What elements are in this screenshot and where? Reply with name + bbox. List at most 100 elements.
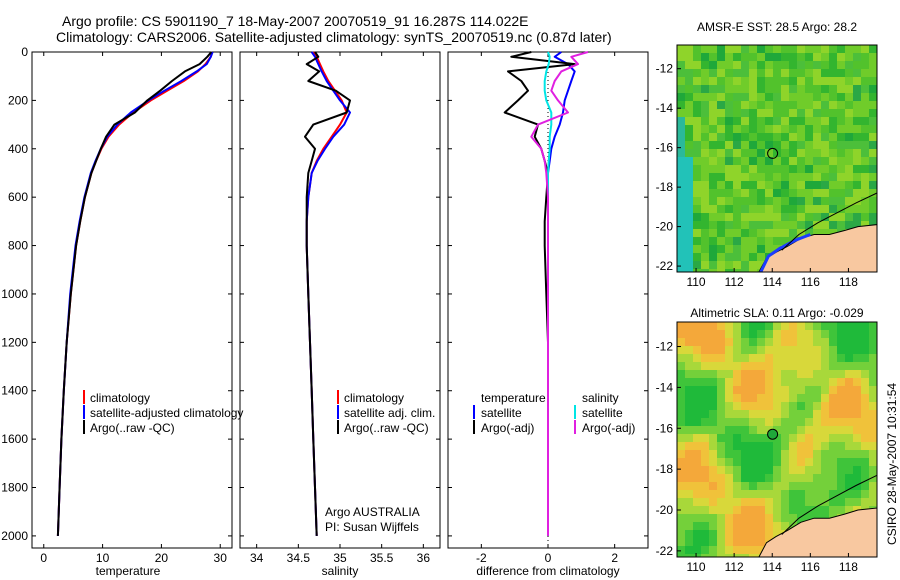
sla_map-cell bbox=[733, 402, 741, 410]
sla_map-cell bbox=[757, 442, 765, 450]
sst_map-cell bbox=[757, 165, 765, 173]
sst_map-cell bbox=[717, 245, 725, 253]
sst_map-cell bbox=[813, 173, 821, 181]
sla_map-cell bbox=[741, 498, 749, 506]
sst_map-cell bbox=[853, 205, 861, 213]
sst_map-cell bbox=[781, 53, 789, 61]
sla_map-cell bbox=[765, 346, 773, 354]
sst_map-cell bbox=[781, 173, 789, 181]
sst_map-cell bbox=[757, 125, 765, 133]
sla_map-cell bbox=[869, 322, 877, 330]
sla_map-cell bbox=[717, 346, 725, 354]
sla_map-cell bbox=[765, 378, 773, 386]
sst_map-cell bbox=[693, 213, 701, 221]
sla_map-cell bbox=[709, 450, 717, 458]
sst_map-cell bbox=[781, 61, 789, 69]
sla_map-cell bbox=[813, 378, 821, 386]
sst_map-cell bbox=[837, 117, 845, 125]
sst_map-cell bbox=[861, 141, 869, 149]
sst_map-cell bbox=[685, 157, 693, 165]
sla_map-cell bbox=[709, 346, 717, 354]
sla_map-cell bbox=[869, 442, 877, 450]
sla_map-cell bbox=[749, 538, 757, 546]
sla_map-cell bbox=[829, 482, 837, 490]
sst_map-cell bbox=[813, 53, 821, 61]
sst_map-cell bbox=[853, 101, 861, 109]
sla_map-cell bbox=[829, 466, 837, 474]
sla_map-cell bbox=[845, 362, 853, 370]
sla_map-cell bbox=[829, 474, 837, 482]
sla_map-cell bbox=[773, 330, 781, 338]
sst_map-cell bbox=[805, 109, 813, 117]
sla_map-cell bbox=[741, 450, 749, 458]
sst_map-cell bbox=[693, 133, 701, 141]
sst_map-xtick-label-2: 114 bbox=[763, 275, 782, 289]
sla_map-cell bbox=[821, 410, 829, 418]
sla_map-cell bbox=[789, 450, 797, 458]
sla-map-title: Altimetric SLA: 0.11 Argo: -0.029 bbox=[690, 306, 864, 320]
sst_map-cell bbox=[861, 109, 869, 117]
sst_map-cell bbox=[853, 189, 861, 197]
sst_map-cell bbox=[717, 253, 725, 261]
sla_map-cell bbox=[845, 434, 853, 442]
sla_map-cell bbox=[853, 394, 861, 402]
sst_map-cell bbox=[869, 45, 877, 53]
sla_map-cell bbox=[797, 514, 805, 522]
sst_map-cell bbox=[765, 245, 773, 253]
sst_map-cell bbox=[773, 61, 781, 69]
sst_map-cell bbox=[725, 61, 733, 69]
sst_map-cell bbox=[813, 189, 821, 197]
sla_map-cell bbox=[685, 410, 693, 418]
sla_map-ytick-label-0: -12 bbox=[656, 340, 674, 354]
sst_map-cell bbox=[829, 101, 837, 109]
sla_map-cell bbox=[837, 442, 845, 450]
sla_map-cell bbox=[821, 426, 829, 434]
sst_map-xtick-label-3: 116 bbox=[801, 275, 820, 289]
sla_map-cell bbox=[845, 410, 853, 418]
sst_map-cell bbox=[773, 53, 781, 61]
sla_map-cell bbox=[685, 554, 693, 557]
sst_map-cell bbox=[765, 53, 773, 61]
sst_map-cell bbox=[805, 93, 813, 101]
sla_map-cell bbox=[677, 418, 685, 426]
sst_map-cell bbox=[709, 181, 717, 189]
sla_map-cell bbox=[821, 354, 829, 362]
sst_map-cell bbox=[741, 141, 749, 149]
sla_map-cell bbox=[757, 322, 765, 330]
sst_map-cell bbox=[797, 221, 805, 229]
sst_map-cell bbox=[717, 181, 725, 189]
temperature-xlabel: temperature bbox=[96, 564, 161, 578]
sst_map-cell bbox=[869, 117, 877, 125]
sla_map-cell bbox=[733, 410, 741, 418]
sla_map-cell bbox=[869, 354, 877, 362]
sst_map-cell bbox=[773, 165, 781, 173]
sla_map-cell bbox=[797, 482, 805, 490]
sst_map-cell bbox=[701, 69, 709, 77]
sst_map-cell bbox=[741, 197, 749, 205]
sst_map-cell bbox=[733, 173, 741, 181]
sst_map-cell bbox=[869, 125, 877, 133]
sst_map-cell bbox=[765, 77, 773, 85]
sst_map-cell bbox=[693, 61, 701, 69]
sla_map-cell bbox=[813, 466, 821, 474]
sla_map-cell bbox=[869, 386, 877, 394]
sst_map-cell bbox=[749, 45, 757, 53]
salinity-legend-label-2: Argo(..raw -QC) bbox=[344, 421, 429, 435]
sst_map-cell bbox=[701, 53, 709, 61]
sla_map-cell bbox=[861, 338, 869, 346]
sla_map-cell bbox=[797, 402, 805, 410]
sst_map-cell bbox=[757, 141, 765, 149]
sst_map-cell bbox=[805, 157, 813, 165]
sla_map-cell bbox=[757, 514, 765, 522]
sst_map-cell bbox=[709, 77, 717, 85]
sla_map-cell bbox=[701, 330, 709, 338]
sst_map-cell bbox=[693, 45, 701, 53]
temperature-ytick-label-10: 2000 bbox=[1, 529, 28, 543]
sla_map-cell bbox=[717, 474, 725, 482]
sst_map-cell bbox=[869, 85, 877, 93]
sla_map-cell bbox=[781, 498, 789, 506]
sst_map-cell bbox=[717, 149, 725, 157]
sla_map-cell bbox=[733, 538, 741, 546]
sst_map-cell bbox=[797, 93, 805, 101]
sla_map-cell bbox=[861, 466, 869, 474]
